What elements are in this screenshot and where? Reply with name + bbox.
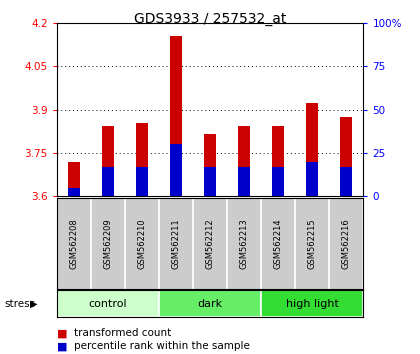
Bar [272, 126, 284, 196]
Text: percentile rank within the sample: percentile rank within the sample [74, 341, 250, 351]
Bar [204, 134, 216, 196]
Text: GSM562214: GSM562214 [274, 218, 283, 269]
Bar [238, 167, 250, 196]
Bar [136, 123, 148, 196]
Text: GSM562212: GSM562212 [205, 218, 215, 269]
Bar [170, 36, 182, 196]
Text: GSM562208: GSM562208 [69, 218, 78, 269]
Text: ▶: ▶ [30, 298, 38, 309]
Text: GSM562216: GSM562216 [342, 218, 351, 269]
Text: GSM562210: GSM562210 [137, 218, 146, 269]
Text: GSM562209: GSM562209 [103, 218, 112, 269]
Text: GSM562211: GSM562211 [171, 218, 181, 269]
Bar [272, 167, 284, 196]
Text: ■: ■ [57, 341, 67, 351]
Bar [238, 126, 250, 196]
Bar [204, 167, 216, 196]
Text: stress: stress [4, 298, 35, 309]
Text: GSM562213: GSM562213 [239, 218, 249, 269]
Bar [102, 126, 114, 196]
Bar [102, 167, 114, 196]
Text: GSM562215: GSM562215 [308, 218, 317, 269]
Bar [261, 290, 363, 317]
Text: control: control [89, 298, 127, 309]
Bar [340, 117, 352, 196]
Text: transformed count: transformed count [74, 329, 172, 338]
Text: GDS3933 / 257532_at: GDS3933 / 257532_at [134, 12, 286, 27]
Text: high light: high light [286, 298, 339, 309]
Bar [57, 290, 159, 317]
Bar [159, 290, 261, 317]
Bar [68, 188, 80, 196]
Bar [136, 167, 148, 196]
Bar [306, 103, 318, 196]
Bar [68, 162, 80, 196]
Bar [170, 144, 182, 196]
Text: dark: dark [197, 298, 223, 309]
Text: ■: ■ [57, 329, 67, 338]
Bar [306, 162, 318, 196]
Bar [340, 167, 352, 196]
